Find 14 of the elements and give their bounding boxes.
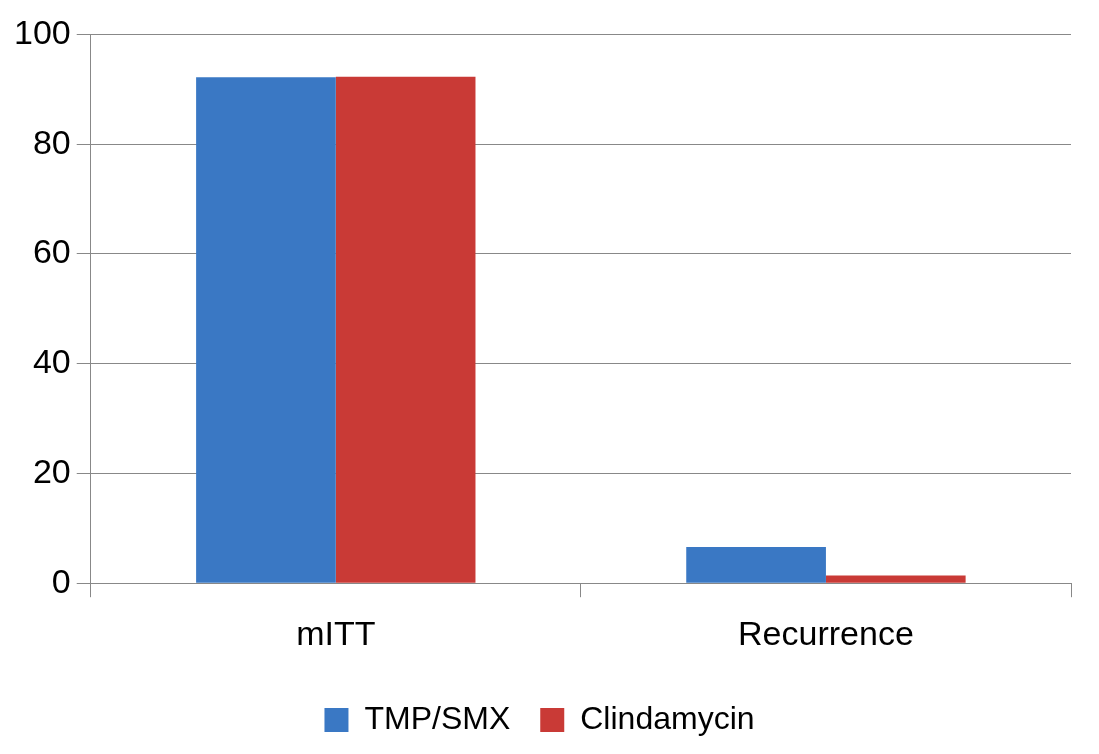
y-tick-label: 40 <box>32 342 71 381</box>
bar <box>825 575 966 583</box>
legend-label: Clindamycin <box>580 699 755 736</box>
y-tick-label: 100 <box>13 12 71 51</box>
y-tick-label: 20 <box>32 451 71 490</box>
y-tick-label: 80 <box>32 122 71 161</box>
bar <box>335 76 476 583</box>
bar <box>196 77 336 583</box>
legend-label: TMP/SMX <box>364 699 511 736</box>
x-tick-label: Recurrence <box>738 613 914 652</box>
y-tick-label: 60 <box>32 232 71 271</box>
bar <box>686 546 826 583</box>
x-tick-label: mITT <box>296 613 376 652</box>
y-tick-label: 0 <box>51 561 71 600</box>
